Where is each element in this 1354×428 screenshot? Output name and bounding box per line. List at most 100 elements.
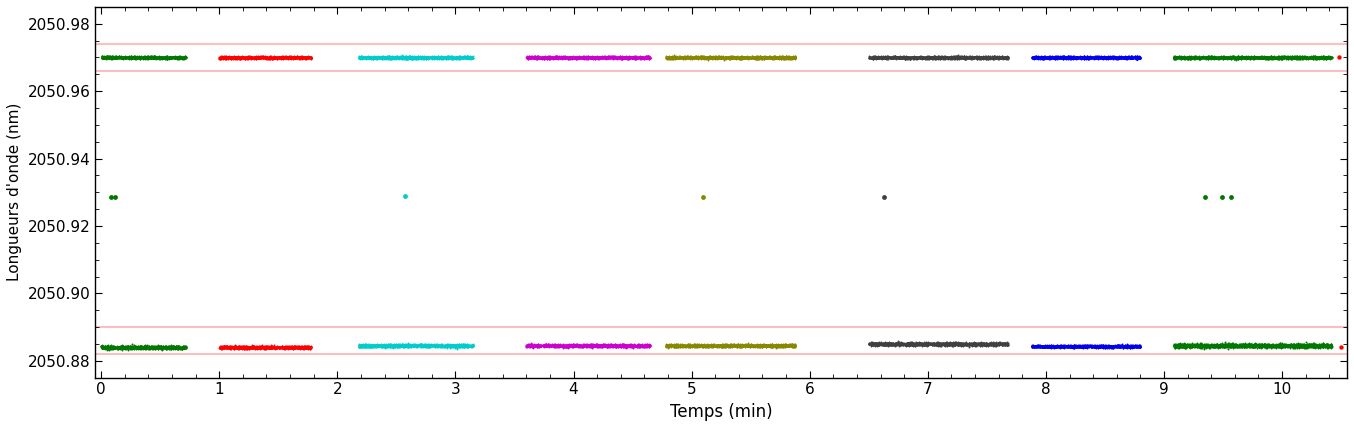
Point (948, 340, 969, 347)
Point (862, 55, 884, 62)
Point (581, 344, 603, 351)
Point (697, 342, 719, 349)
Point (1093, 342, 1114, 349)
Point (1101, 342, 1122, 349)
Point (760, 54, 781, 61)
Point (619, 54, 640, 60)
Point (448, 342, 470, 348)
Point (444, 342, 466, 348)
Point (209, 54, 230, 61)
Point (974, 341, 995, 348)
Point (635, 55, 657, 62)
Point (609, 53, 631, 59)
Point (779, 54, 800, 61)
Point (630, 53, 651, 60)
Point (578, 343, 600, 350)
Point (718, 55, 739, 62)
Point (638, 342, 659, 349)
Point (454, 55, 475, 62)
Point (292, 344, 314, 351)
Point (1320, 342, 1342, 349)
Point (1056, 54, 1078, 61)
Point (374, 54, 395, 61)
Point (898, 341, 919, 348)
Point (1209, 342, 1231, 349)
Point (669, 342, 691, 349)
Point (1205, 54, 1227, 61)
Point (299, 345, 321, 352)
Point (171, 54, 192, 61)
Point (751, 55, 773, 62)
Point (906, 339, 927, 346)
Point (1290, 343, 1312, 350)
Point (959, 341, 980, 348)
Point (873, 341, 895, 348)
Point (524, 54, 546, 60)
Point (427, 55, 448, 62)
Point (1032, 54, 1053, 61)
Point (214, 54, 236, 60)
Point (150, 346, 172, 353)
Point (462, 342, 483, 348)
Point (1028, 342, 1049, 349)
Point (1196, 54, 1217, 61)
Point (773, 54, 795, 60)
Point (910, 341, 932, 348)
Point (704, 53, 726, 60)
Point (1060, 54, 1082, 60)
Point (600, 342, 621, 348)
Point (413, 55, 435, 62)
Point (894, 56, 915, 62)
Point (1209, 341, 1231, 348)
Point (919, 54, 941, 61)
Point (665, 343, 686, 350)
Point (607, 54, 628, 61)
Point (1091, 55, 1113, 62)
Point (1282, 54, 1304, 60)
Point (230, 343, 252, 350)
Point (635, 54, 657, 61)
Point (1125, 54, 1147, 61)
Point (142, 54, 164, 61)
Point (555, 342, 577, 349)
Point (245, 345, 267, 351)
Point (416, 54, 437, 61)
Point (129, 344, 150, 351)
Point (757, 53, 779, 60)
Point (454, 54, 475, 60)
Point (272, 345, 294, 351)
Point (581, 342, 603, 349)
Point (1252, 53, 1274, 60)
Point (1068, 344, 1090, 351)
Point (264, 344, 286, 351)
Point (1091, 54, 1113, 60)
Point (953, 340, 975, 347)
Point (887, 340, 909, 347)
Point (769, 343, 791, 350)
Point (1110, 55, 1132, 62)
Point (175, 54, 196, 61)
Point (909, 341, 930, 348)
Point (684, 55, 705, 62)
Point (969, 55, 991, 62)
Point (1289, 55, 1311, 62)
Point (1074, 342, 1095, 349)
Point (158, 54, 180, 60)
Point (567, 54, 589, 61)
Point (569, 54, 590, 61)
Point (520, 53, 542, 60)
Point (896, 53, 918, 60)
Point (1247, 341, 1269, 348)
Point (371, 341, 393, 348)
Point (418, 54, 440, 61)
Point (260, 345, 282, 352)
Point (994, 340, 1016, 347)
Point (437, 55, 459, 62)
Point (1080, 343, 1102, 350)
Point (1196, 342, 1217, 348)
Point (1087, 344, 1109, 351)
Point (524, 54, 546, 60)
Point (719, 342, 741, 349)
Point (265, 54, 287, 61)
Point (1209, 54, 1231, 61)
